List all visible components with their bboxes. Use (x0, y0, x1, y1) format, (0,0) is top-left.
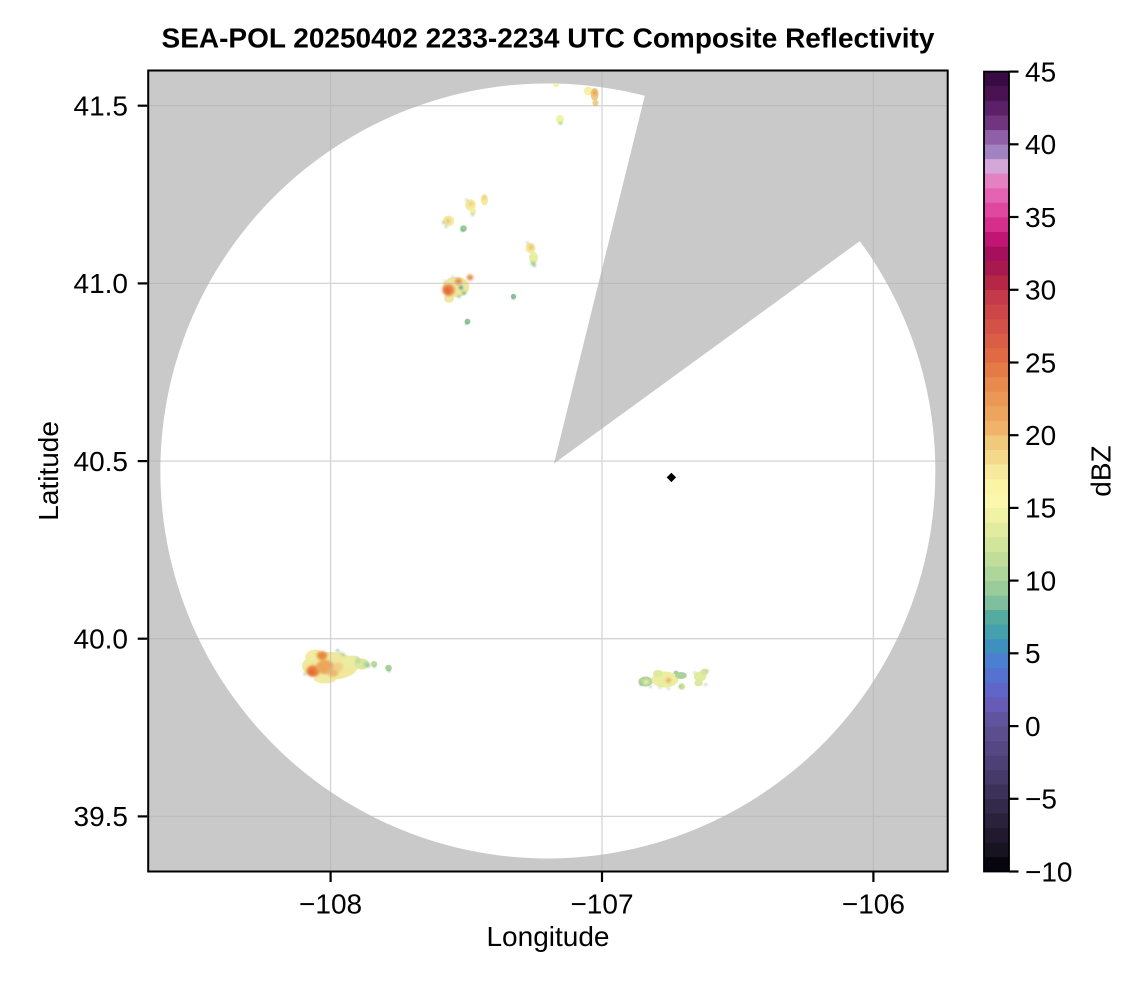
svg-text:−5: −5 (1025, 784, 1057, 815)
svg-text:SEA-POL 20250402 2233-2234 UTC: SEA-POL 20250402 2233-2234 UTC Composite… (162, 23, 935, 54)
svg-text:41.0: 41.0 (74, 268, 129, 299)
svg-text:−106: −106 (842, 889, 905, 920)
svg-text:40: 40 (1025, 129, 1056, 160)
svg-text:0: 0 (1025, 711, 1041, 742)
svg-text:25: 25 (1025, 347, 1056, 378)
svg-text:−107: −107 (570, 889, 633, 920)
svg-text:15: 15 (1025, 493, 1056, 524)
svg-text:45: 45 (1025, 56, 1056, 87)
svg-text:41.5: 41.5 (74, 91, 129, 122)
svg-text:−108: −108 (299, 889, 362, 920)
svg-text:39.5: 39.5 (74, 801, 129, 832)
svg-text:Latitude: Latitude (33, 421, 64, 521)
svg-text:10: 10 (1025, 565, 1056, 596)
svg-text:5: 5 (1025, 638, 1041, 669)
svg-text:40.5: 40.5 (74, 446, 129, 477)
svg-text:20: 20 (1025, 420, 1056, 451)
svg-text:dBZ: dBZ (1085, 445, 1116, 496)
svg-text:30: 30 (1025, 275, 1056, 306)
svg-text:−10: −10 (1025, 856, 1073, 887)
svg-text:Longitude: Longitude (486, 921, 609, 952)
svg-text:40.0: 40.0 (74, 624, 129, 655)
svg-text:35: 35 (1025, 202, 1056, 233)
